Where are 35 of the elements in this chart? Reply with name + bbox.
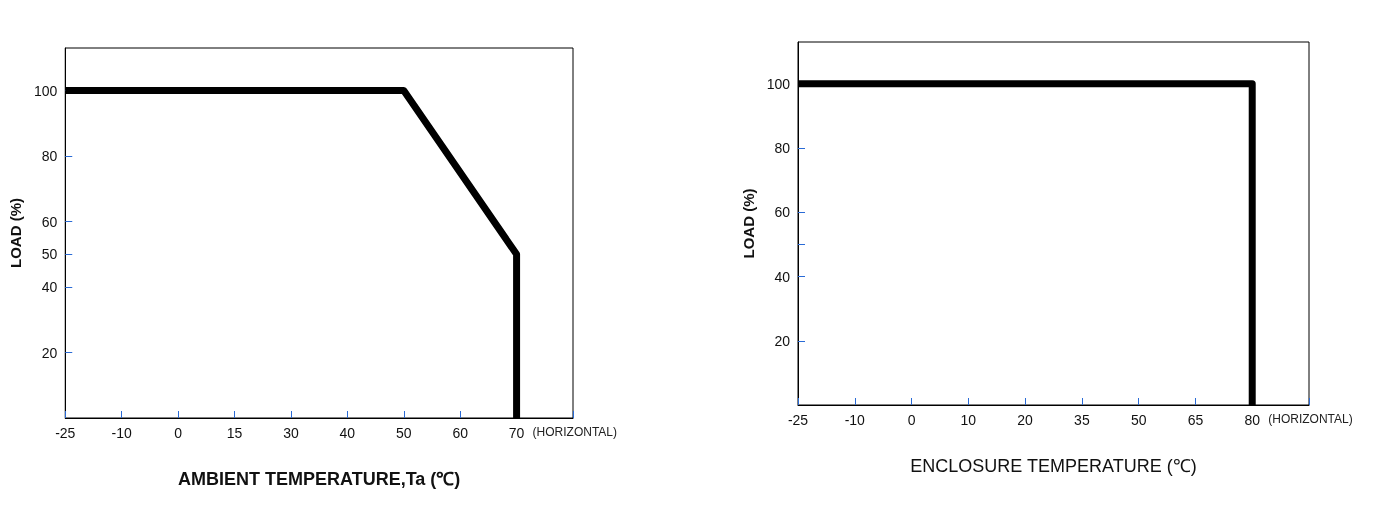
y-tick-label: 60 — [41, 213, 58, 230]
y-axis-title: LOAD (%) — [7, 198, 24, 268]
text: (HORIZONTAL) — [1268, 412, 1353, 426]
x-tick-label: -10 — [111, 425, 133, 441]
x-tick-label: 30 — [283, 425, 299, 441]
x-tick-label: 0 — [174, 425, 183, 441]
x-axis-title: ENCLOSURE TEMPERATURE (℃) — [910, 456, 1197, 476]
x-tick-label: 15 — [226, 425, 243, 441]
x-tick-label: 80 — [1244, 412, 1261, 428]
x-tick-label: -10 — [844, 412, 866, 428]
y-axis-title: LOAD (%) — [739, 188, 757, 259]
y-tick-label: 20 — [41, 344, 58, 361]
y-tick-label: 100 — [33, 82, 58, 99]
y-tick-label: 40 — [774, 268, 791, 285]
y-tick-label: 80 — [41, 148, 58, 165]
y-tick-label: 50 — [41, 246, 58, 263]
y-tick-label: 20 — [774, 332, 791, 349]
x-tick-label: 70 — [508, 425, 525, 441]
text: (HORIZONTAL) — [532, 425, 618, 439]
x-tick-label: -25 — [787, 412, 809, 428]
y-tick-label: 80 — [774, 140, 791, 157]
x-tick-label: 40 — [339, 425, 356, 441]
x-tick-label: 10 — [960, 412, 977, 428]
x-tick-label: 0 — [907, 412, 916, 428]
x-tick-label: 20 — [1017, 412, 1034, 428]
x-tick-label: 65 — [1187, 412, 1204, 428]
x-tick-label: -25 — [55, 425, 76, 441]
x-tick-label: 60 — [452, 425, 469, 441]
x-tick-label: 35 — [1074, 412, 1090, 428]
x-tick-label: 50 — [1130, 412, 1147, 428]
x-tick-label: 50 — [395, 425, 412, 441]
y-tick-label: 60 — [774, 204, 791, 221]
y-tick-label: 100 — [766, 75, 791, 92]
x-axis-title: AMBIENT TEMPERATURE,Ta (℃) — [177, 469, 461, 489]
y-tick-label: 40 — [41, 279, 58, 296]
